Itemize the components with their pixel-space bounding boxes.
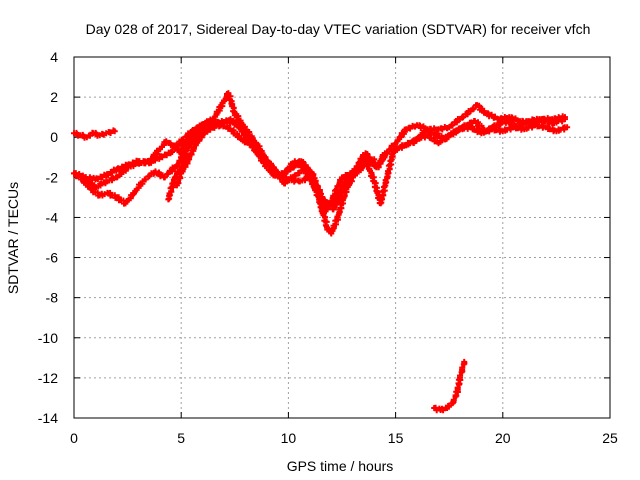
data-point-trail [161,163,180,181]
x-tick-label: 0 [70,430,78,446]
data-point-trail [426,132,441,145]
data-point-trail [73,129,82,139]
data-point-trail [328,216,341,236]
data-series-track-7 [173,102,568,213]
x-tick-label: 20 [495,430,511,446]
data-point-trail [79,131,88,141]
x-tick-label: 15 [388,430,404,446]
y-tick-label: 4 [50,49,58,65]
data-point-trail [229,127,243,141]
data-point [111,128,118,135]
data-point-trail [72,170,86,180]
y-tick-label: 2 [50,89,58,105]
y-tick-label: 0 [50,129,58,145]
data-point-trail [450,388,461,404]
data-points [71,90,571,414]
data-point [564,124,571,131]
data-point-trail [246,133,260,151]
data-point-trail [192,130,207,149]
data-point-trail [432,404,443,414]
data-point-trail [146,147,162,164]
y-tick-label: -6 [46,250,59,266]
data-point-trail [225,92,238,115]
grid [74,57,610,418]
data-point-trail [99,130,107,138]
data-series-track-1 [71,127,118,141]
data-point-trail [261,159,276,177]
data-point-trail [439,404,449,414]
data-point-trail [353,152,368,171]
y-tick-label: -14 [38,410,58,426]
data-point-trail [342,168,357,187]
data-series-track-9 [431,358,468,414]
data-point-trail [166,176,178,202]
data-point [461,358,468,365]
data-series-track-8 [403,121,571,149]
y-tick-label: -12 [38,370,58,386]
x-tick-label: 25 [602,430,618,446]
plot-border [73,56,611,419]
data-point-trail [405,122,419,132]
y-tick-label: -4 [46,209,59,225]
data-point-trail [394,126,408,145]
y-tick-label: -8 [46,290,59,306]
y-axis-title: SDTVAR / TECUs [5,182,21,294]
x-tick-label: 5 [177,430,185,446]
data-point-trail [384,149,397,180]
data-point [561,114,568,121]
data-point-trail [469,123,484,136]
data-point-trail [378,175,391,206]
data-point-trail [331,184,348,211]
data-point-trail [92,129,101,139]
data-point-trail [185,124,201,144]
axis-ticks: 0 5 10 15 20 25 -14 -12 -10 -8 -6 -4 -2 0 2 4 [38,49,618,446]
y-tick-label: -2 [46,169,59,185]
data-point-trail [153,169,166,180]
chart-title: Day 028 of 2017, Sidereal Day-to-day VTE… [86,21,591,37]
x-tick-label: 10 [281,430,297,446]
data-point-trail [329,175,345,204]
data-point-trail [257,147,271,165]
data-point-trail [163,139,173,146]
y-tick-label: -10 [38,330,58,346]
data-point-trail [364,151,378,169]
x-axis-title: GPS time / hours [287,458,394,474]
data-point-trail [324,226,334,234]
plot-frame [73,56,611,419]
